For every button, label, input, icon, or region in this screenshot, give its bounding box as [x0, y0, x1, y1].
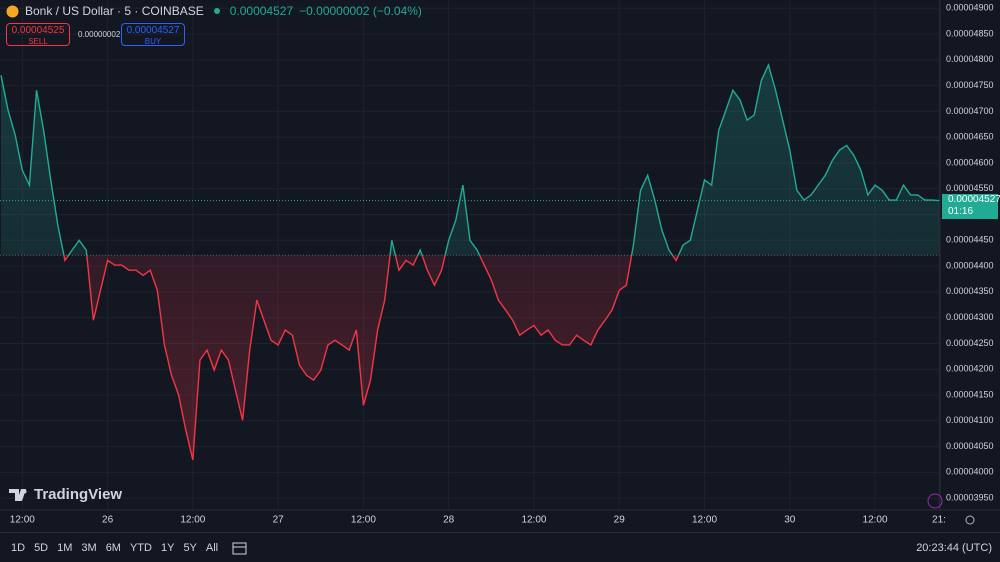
y-tick-label: 0.00004050	[946, 441, 994, 451]
x-tick-label: 26	[102, 515, 114, 526]
x-tick-label: 12:00	[180, 515, 205, 526]
price-line	[0, 62, 940, 461]
last-price: 0.00004527	[229, 4, 294, 18]
x-tick-label: 12:00	[863, 515, 888, 526]
range-button[interactable]: 1D	[11, 542, 26, 554]
clock: 20:23:44 (UTC)	[916, 542, 992, 554]
range-button[interactable]: 6M	[105, 542, 121, 554]
range-button[interactable]: 5Y	[183, 542, 197, 554]
range-button[interactable]: 5D	[34, 542, 49, 554]
x-tick-label: 28	[443, 515, 455, 526]
sell-price: 0.00004525	[11, 25, 65, 36]
settings-icon[interactable]	[965, 515, 975, 525]
alert-icon[interactable]	[927, 493, 943, 509]
tv-logo-text: TradingView	[34, 486, 122, 503]
y-tick-label: 0.00004250	[946, 338, 994, 348]
price-label: 0.00004527 01:16	[942, 193, 1000, 219]
y-tick-label: 0.00004600	[946, 157, 994, 167]
y-tick-label: 0.00004650	[946, 132, 994, 142]
y-tick-label: 0.00004750	[946, 80, 994, 90]
range-button[interactable]: 3M	[81, 542, 97, 554]
y-tick-label: 0.00004000	[946, 467, 994, 477]
price-label-price: 0.00004527	[948, 193, 1000, 205]
y-tick-label: 0.00004800	[946, 54, 994, 64]
bonk-icon	[6, 5, 19, 17]
y-tick-label: 0.00004700	[946, 106, 994, 116]
x-tick-label: 27	[273, 515, 285, 526]
y-tick-label: 0.00004400	[946, 260, 994, 270]
status-dot	[213, 8, 220, 14]
range-button[interactable]: All	[205, 542, 219, 554]
y-tick-label: 0.00004450	[946, 235, 994, 245]
y-tick-label: 0.00004350	[946, 286, 994, 296]
area-up	[1, 64, 939, 256]
x-tick-label: 12:00	[521, 515, 546, 526]
sell-label: SELL	[28, 37, 48, 46]
date-range-icon[interactable]	[232, 541, 248, 555]
y-tick-label: 0.00004550	[946, 183, 994, 193]
range-button[interactable]: 1M	[57, 542, 73, 554]
y-tick-label: 0.00004200	[946, 364, 994, 374]
y-tick-label: 0.00004300	[946, 312, 994, 322]
x-tick-label: 12:00	[351, 515, 376, 526]
y-tick-label: 0.00004900	[946, 3, 994, 13]
tv-logo: TradingView	[9, 486, 122, 503]
y-tick-label: 0.00004150	[946, 389, 994, 399]
change: −0.00000002 (−0.04%)	[299, 4, 422, 18]
x-tick-label: 12:00	[10, 515, 35, 526]
sell-button[interactable]: 0.00004525 SELL	[6, 23, 70, 46]
x-tick-label: 12:00	[692, 515, 717, 526]
buy-price: 0.00004527	[126, 25, 180, 36]
range-button[interactable]: YTD	[129, 542, 152, 554]
y-tick-label: 0.00003950	[946, 493, 994, 503]
y-tick-label: 0.00004100	[946, 415, 994, 425]
x-tick-label: 29	[614, 515, 626, 526]
x-tick-label: 21:	[932, 515, 946, 526]
bottom-toolbar: 1D 5D 1M 3M 6M YTD 1Y 5Y All 20:23:44 (UTC)	[0, 532, 1000, 562]
buy-label: BUY	[144, 37, 162, 46]
y-tick-label: 0.00004850	[946, 28, 994, 38]
x-tick-label: 30	[784, 515, 796, 526]
range-button[interactable]: 1Y	[160, 542, 175, 554]
symbol-header: Bonk / US Dollar · 5 · COINBASE 0.000045…	[6, 4, 422, 18]
spread: 0.00000002	[78, 30, 121, 39]
chart: 0.00004900 0.00004850 0.00004800 0.00004750…	[0, 0, 1000, 526]
symbol[interactable]: Bonk / US Dollar · 5 · COINBASE	[25, 4, 204, 18]
buy-button[interactable]: 0.00004527 BUY	[121, 23, 185, 46]
price-label-countdown: 01:16	[948, 205, 974, 217]
area-down	[1, 255, 939, 460]
